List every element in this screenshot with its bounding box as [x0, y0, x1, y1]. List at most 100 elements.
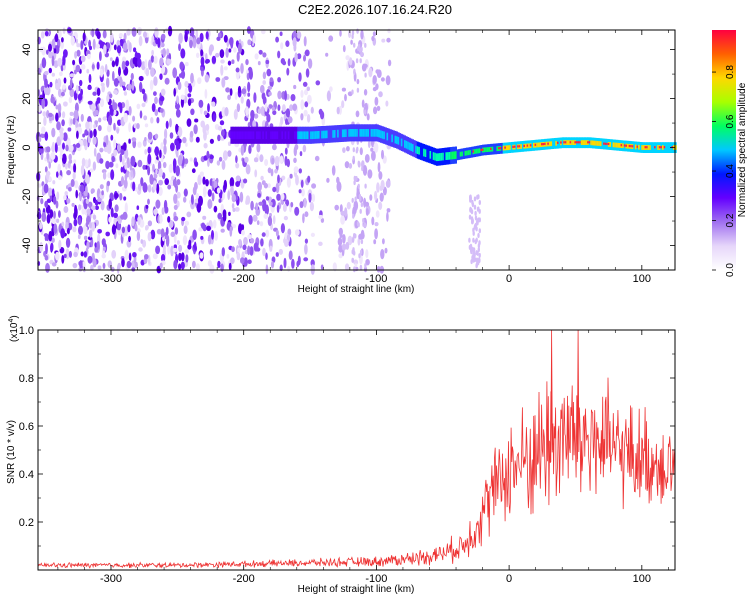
noise-speck [256, 220, 260, 226]
noise-speck [355, 110, 360, 118]
ridge-inner-cell [537, 142, 540, 148]
ridge-inner-cell [642, 145, 645, 150]
ridge-inner-cell [316, 131, 319, 139]
noise-speck [363, 266, 368, 273]
noise-speck [470, 259, 473, 265]
y-tick-label: 20 [21, 92, 33, 104]
noise-speck [155, 168, 158, 175]
noise-speck [150, 117, 154, 124]
noise-speck [378, 91, 383, 98]
noise-speck [53, 223, 58, 234]
noise-speck [53, 210, 56, 219]
ridge-inner-cell [617, 142, 620, 148]
ridge-inner-cell [305, 131, 308, 140]
ridge-core-cell [625, 144, 628, 147]
noise-speck [332, 262, 337, 271]
noise-speck [227, 141, 232, 147]
noise-speck [97, 265, 102, 270]
noise-speck [50, 152, 56, 160]
noise-speck [69, 78, 73, 89]
noise-speck [374, 228, 378, 240]
noise-speck [311, 193, 316, 203]
noise-speck [229, 177, 235, 188]
noise-speck [124, 162, 128, 170]
noise-speck [145, 204, 149, 209]
noise-speck [365, 259, 370, 266]
noise-speck [314, 155, 320, 162]
noise-speck [373, 239, 377, 245]
noise-speck [260, 84, 265, 94]
ridge-inner-cell [584, 140, 586, 145]
noise-speck [182, 235, 188, 246]
noise-speck [475, 220, 479, 225]
noise-speck [233, 109, 238, 120]
noise-speck [72, 262, 78, 269]
noise-speck [119, 76, 123, 88]
noise-speck [147, 220, 153, 227]
noise-speck [92, 91, 97, 96]
noise-speck [119, 192, 123, 201]
noise-speck [106, 42, 111, 50]
noise-speck [303, 197, 307, 208]
noise-speck [222, 192, 225, 200]
noise-speck [114, 192, 119, 199]
noise-speck [472, 230, 475, 236]
noise-speck [272, 215, 276, 225]
noise-speck [45, 262, 50, 273]
noise-speck [111, 224, 116, 235]
noise-speck [245, 59, 249, 66]
noise-speck [261, 199, 267, 208]
ridge-inner-cell [657, 145, 660, 150]
ridge-inner-cell [536, 142, 539, 148]
snr-y-axis-label: SNR (10 * v/v) [6, 420, 17, 484]
spectrogram-x-axis-label: Height of straight line (km) [298, 284, 415, 295]
ridge-core-cell [636, 145, 639, 148]
ridge-inner-cell [447, 152, 449, 160]
ridge-inner-cell [394, 135, 397, 144]
noise-speck [123, 91, 128, 96]
noise-speck [359, 196, 362, 202]
noise-speck [477, 247, 480, 253]
noise-speck [200, 235, 204, 240]
ridge-core-cell [620, 144, 624, 147]
ridge-inner-cell [461, 151, 464, 157]
noise-speck [252, 120, 256, 129]
snr-background [38, 330, 675, 570]
noise-speck [181, 252, 185, 262]
noise-speck [248, 69, 253, 80]
ridge-inner-cell [596, 141, 599, 146]
ridge-outer-cell [665, 142, 668, 153]
noise-speck [62, 27, 66, 34]
noise-speck [203, 110, 208, 116]
noise-speck [228, 211, 231, 216]
noise-speck [296, 53, 302, 60]
noise-speck [342, 45, 346, 53]
noise-speck [364, 109, 367, 115]
ridge-inner-cell [580, 140, 583, 145]
ridge-inner-cell [662, 145, 664, 150]
noise-speck [40, 133, 46, 139]
noise-speck [231, 203, 235, 209]
noise-speck [167, 245, 171, 255]
noise-speck [216, 187, 221, 194]
noise-speck [63, 194, 67, 201]
noise-speck [44, 78, 48, 88]
noise-speck [368, 67, 373, 78]
noise-speck [178, 252, 182, 262]
ridge-inner-cell [486, 147, 489, 152]
noise-speck [203, 131, 207, 141]
noise-speck [363, 197, 367, 208]
noise-speck [46, 146, 51, 153]
noise-speck [56, 121, 61, 131]
noise-speck [128, 235, 131, 243]
noise-speck [173, 233, 177, 244]
noise-speck [475, 250, 478, 256]
noise-speck [48, 112, 53, 118]
ridge-inner-cell [591, 140, 594, 146]
ridge-inner-cell [400, 138, 403, 147]
noise-speck [205, 58, 211, 64]
noise-speck [363, 89, 368, 96]
ridge-inner-cell [252, 131, 255, 140]
noise-speck [290, 94, 296, 102]
